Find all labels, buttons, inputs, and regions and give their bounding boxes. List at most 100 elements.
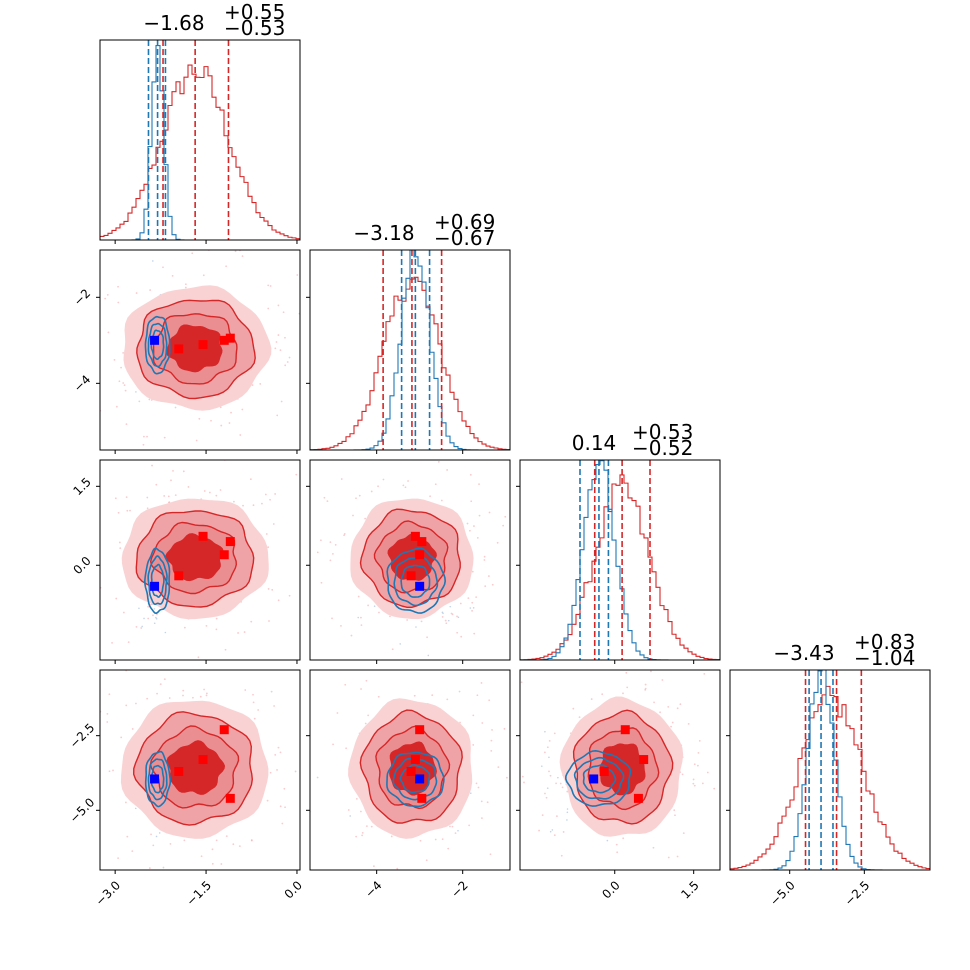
sample-point-a [191,252,194,255]
sample-point-a [698,740,701,742]
sample-point-a [211,862,214,865]
sample-point-a [122,382,125,384]
sample-point-a [362,654,364,656]
truth-marker-a [599,766,609,776]
sample-point-a [447,631,449,633]
sample-point-a [182,470,185,473]
sample-point-a [404,486,407,489]
sample-point-a [481,817,483,820]
sample-point-a [676,707,679,710]
sample-point-a [739,780,741,782]
sample-point-a [456,615,458,618]
sample-point-a [275,341,278,343]
truth-marker-a [415,725,425,735]
sample-point-a [315,530,317,532]
sample-point-a [560,854,563,857]
sample-point-a [123,384,126,387]
sample-point-a [355,797,358,800]
sample-point-a [126,835,129,838]
sample-point-a [329,541,332,544]
sample-point-a [650,670,652,673]
sample-point-a [488,575,490,577]
truth-marker-b [150,774,160,784]
density-contour-b [147,555,168,606]
sample-point-a [156,692,158,695]
sample-point-b [566,819,568,821]
sample-point-a [483,559,486,561]
sample-point-a [475,596,478,599]
sample-point-a [125,496,128,499]
sample-point-a [280,400,283,403]
sample-point-a [706,771,709,774]
sample-point-a [284,806,286,809]
sample-point-a [483,555,486,558]
scatter-frame-3-2 [309,459,511,661]
x-tick-label: 0.0 [599,878,622,901]
sample-point-a [300,796,302,798]
sample-point-a [230,411,232,414]
sample-point-a [174,664,176,666]
sample-point-a [284,336,286,339]
sample-point-a [265,533,268,535]
scatter-frame-4-2 [309,669,511,871]
sample-point-b [447,619,450,622]
sample-point-a [420,620,423,623]
sample-point-a [249,478,252,481]
scatter-panel-2-1 [20,250,332,459]
title-upper-error: +0.55 [224,0,285,24]
truth-marker-a [174,344,184,354]
sample-point-a [326,500,329,503]
sample-point-a [355,835,358,838]
sample-point-a [112,769,114,772]
sample-point-a [313,626,315,628]
histogram-posterior-b [520,460,720,660]
sample-point-a [215,628,218,631]
sample-point-a [205,694,208,697]
sample-point-a [271,588,274,591]
sample-point-b [153,608,156,610]
density-contour-b [386,751,445,808]
sample-point-a [466,522,469,525]
sample-point-a [117,285,119,288]
sample-point-a [175,457,177,459]
sample-point-a [370,490,373,493]
histogram-frame-1 [99,39,301,241]
sample-point-b [155,616,157,619]
density-contour-b [147,322,168,368]
sample-point-a [224,648,227,651]
sample-point-a [330,431,332,433]
density-contour-b [564,749,632,807]
sample-point-b [415,626,417,628]
sample-point-a [20,299,22,301]
sample-point-a [496,541,499,544]
sample-point-a [332,743,334,746]
sample-point-a [241,408,244,411]
sample-point-a [367,714,370,717]
histogram-posterior-a [100,64,300,240]
sample-point-a [106,721,109,723]
sample-point-a [225,835,228,838]
sample-point-a [146,507,149,510]
sample-point-a [146,697,149,700]
sample-point-a [205,692,208,695]
sample-point-a [350,634,353,637]
sample-point-a [446,698,449,701]
sample-point-a [456,631,459,634]
sample-point-a [472,744,475,746]
sample-point-a [361,834,364,837]
sample-point-a [546,746,549,749]
sample-point-a [174,494,177,497]
sample-point-a [469,529,471,532]
sample-point-a [202,274,205,277]
sample-point-a [352,514,354,517]
sample-point-a [360,624,363,626]
sample-point-a [478,514,481,517]
sample-point-a [419,839,422,842]
sample-point-a [578,716,581,718]
sample-point-a [490,739,493,742]
sample-point-a [108,693,111,696]
sample-point-a [270,690,273,693]
sample-point-a [441,838,444,841]
sample-point-a [279,349,282,352]
sample-point-a [131,728,134,730]
